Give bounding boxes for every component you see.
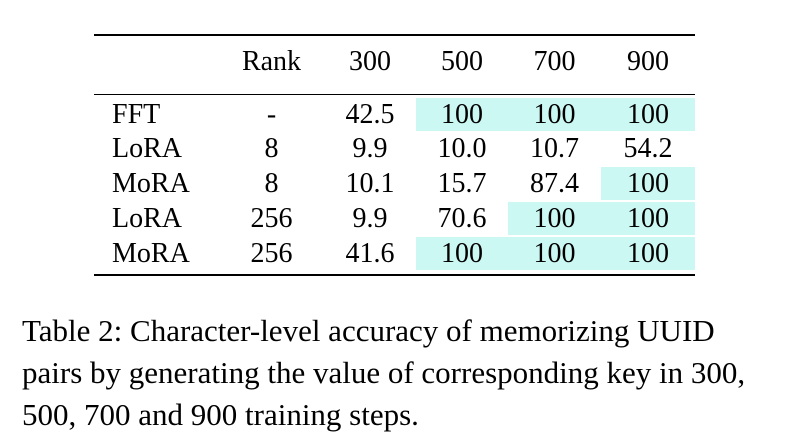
table-bottom-rule (94, 274, 695, 276)
accuracy-cell: 100 (416, 98, 508, 131)
accuracy-cell: 54.2 (623, 133, 673, 164)
accuracy-cell: 100 (601, 98, 695, 131)
method-cell: MoRA (112, 238, 190, 269)
accuracy-cell: 87.4 (530, 168, 579, 199)
header-step-cell: 500 (441, 46, 483, 77)
rank-cell: 8 (264, 133, 279, 164)
accuracy-cell: 70.6 (437, 203, 487, 234)
header-method-cell (94, 45, 219, 78)
header-step-cell: 900 (627, 46, 669, 77)
accuracy-cell: 10.7 (530, 133, 579, 164)
rank-cell: 256 (250, 238, 293, 269)
rank-cell: 8 (264, 168, 279, 199)
header-step-cell: 300 (349, 46, 391, 77)
header-rank-cell: Rank (241, 46, 302, 77)
method-cell: MoRA (112, 168, 190, 199)
method-cell: LoRA (112, 133, 182, 164)
method-cell: FFT (112, 99, 161, 130)
accuracy-cell: 9.9 (352, 133, 388, 164)
accuracy-cell: 10.1 (345, 168, 395, 199)
accuracy-cell: 100 (508, 237, 601, 270)
accuracy-cell: 100 (601, 202, 695, 235)
accuracy-cell: 100 (508, 98, 601, 131)
accuracy-cell: 100 (508, 202, 601, 235)
rank-cell: - (266, 99, 277, 130)
method-cell: LoRA (112, 203, 182, 234)
accuracy-cell: 15.7 (437, 168, 487, 199)
accuracy-cell: 10.0 (437, 133, 487, 164)
accuracy-cell: 42.5 (345, 99, 395, 130)
table-top-rule (94, 34, 695, 36)
table-caption: Table 2: Character-level accuracy of mem… (22, 313, 746, 432)
rank-cell: 256 (250, 203, 293, 234)
accuracy-cell: 41.6 (345, 238, 395, 269)
header-step-cell: 700 (533, 46, 576, 77)
accuracy-cell: 100 (601, 167, 695, 200)
accuracy-cell: 100 (601, 237, 695, 270)
accuracy-cell: 100 (416, 237, 508, 270)
table-header-rule (94, 94, 695, 95)
accuracy-cell: 9.9 (352, 203, 388, 234)
